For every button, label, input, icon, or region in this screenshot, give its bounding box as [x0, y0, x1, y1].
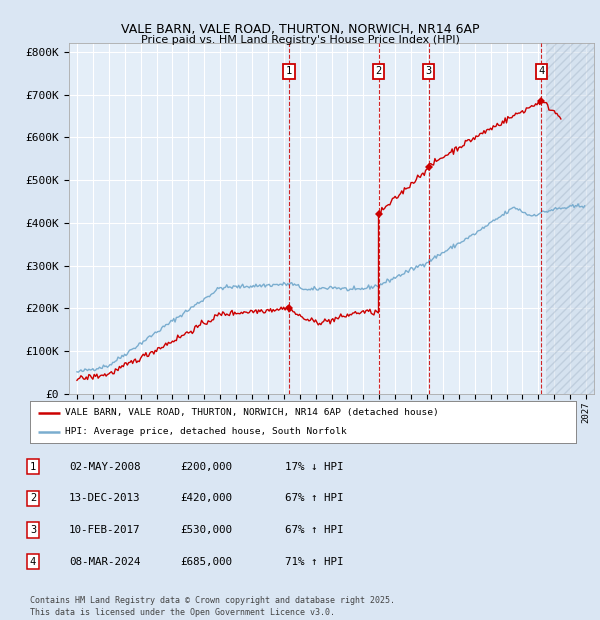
Polygon shape [546, 43, 594, 394]
Text: £685,000: £685,000 [180, 557, 232, 567]
Text: 3: 3 [30, 525, 36, 535]
Text: 3: 3 [425, 66, 432, 76]
Text: 10-FEB-2017: 10-FEB-2017 [69, 525, 140, 535]
Text: 2: 2 [30, 494, 36, 503]
Text: Contains HM Land Registry data © Crown copyright and database right 2025.
This d: Contains HM Land Registry data © Crown c… [30, 596, 395, 617]
Text: £420,000: £420,000 [180, 494, 232, 503]
Text: 71% ↑ HPI: 71% ↑ HPI [285, 557, 343, 567]
Text: VALE BARN, VALE ROAD, THURTON, NORWICH, NR14 6AP: VALE BARN, VALE ROAD, THURTON, NORWICH, … [121, 24, 479, 36]
Text: HPI: Average price, detached house, South Norfolk: HPI: Average price, detached house, Sout… [65, 427, 347, 436]
Text: £530,000: £530,000 [180, 525, 232, 535]
Text: 4: 4 [538, 66, 544, 76]
Text: VALE BARN, VALE ROAD, THURTON, NORWICH, NR14 6AP (detached house): VALE BARN, VALE ROAD, THURTON, NORWICH, … [65, 408, 439, 417]
Text: 1: 1 [30, 462, 36, 472]
Text: 08-MAR-2024: 08-MAR-2024 [69, 557, 140, 567]
Text: 02-MAY-2008: 02-MAY-2008 [69, 462, 140, 472]
Text: Price paid vs. HM Land Registry's House Price Index (HPI): Price paid vs. HM Land Registry's House … [140, 35, 460, 45]
Text: 17% ↓ HPI: 17% ↓ HPI [285, 462, 343, 472]
Text: 4: 4 [30, 557, 36, 567]
Text: 2: 2 [376, 66, 382, 76]
Text: 67% ↑ HPI: 67% ↑ HPI [285, 494, 343, 503]
Text: 67% ↑ HPI: 67% ↑ HPI [285, 525, 343, 535]
Text: 13-DEC-2013: 13-DEC-2013 [69, 494, 140, 503]
Text: £200,000: £200,000 [180, 462, 232, 472]
Text: 1: 1 [286, 66, 292, 76]
